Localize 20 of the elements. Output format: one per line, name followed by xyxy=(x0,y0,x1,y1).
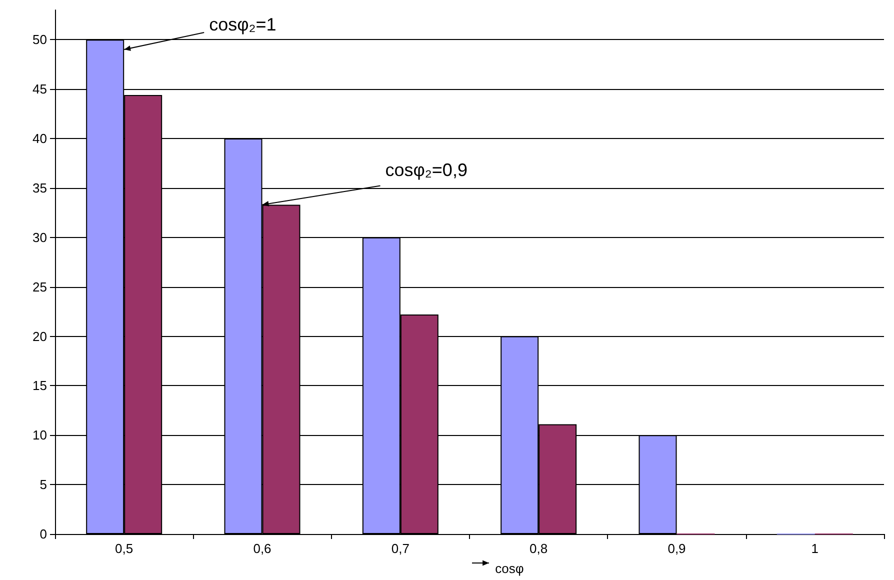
x-tick-label: 0,8 xyxy=(530,541,548,556)
y-tick-label: 5 xyxy=(40,477,47,492)
x-tick-label: 0,5 xyxy=(115,541,134,556)
annotation: cosφ₂=0,9 xyxy=(385,160,468,180)
x-tick-label: 1 xyxy=(811,541,819,556)
y-tick-label: 30 xyxy=(32,230,47,245)
x-tick-label: 0,9 xyxy=(668,541,686,556)
x-tick-label: 0,7 xyxy=(391,541,410,556)
x-axis-title: cosφ xyxy=(495,561,524,576)
y-tick-label: 35 xyxy=(32,180,47,196)
annotation: cosφ₂=1 xyxy=(209,14,276,35)
y-tick-label: 0 xyxy=(40,526,47,542)
x-tick-label: 0,6 xyxy=(253,541,272,556)
y-tick-label: 20 xyxy=(32,328,47,344)
y-tick-label: 10 xyxy=(32,428,47,443)
y-tick-label: 15 xyxy=(32,378,47,394)
y-tick-label: 25 xyxy=(32,279,47,294)
y-tick-label: 40 xyxy=(32,131,47,146)
y-tick-label: 50 xyxy=(32,32,47,48)
y-tick-label: 45 xyxy=(32,82,47,97)
